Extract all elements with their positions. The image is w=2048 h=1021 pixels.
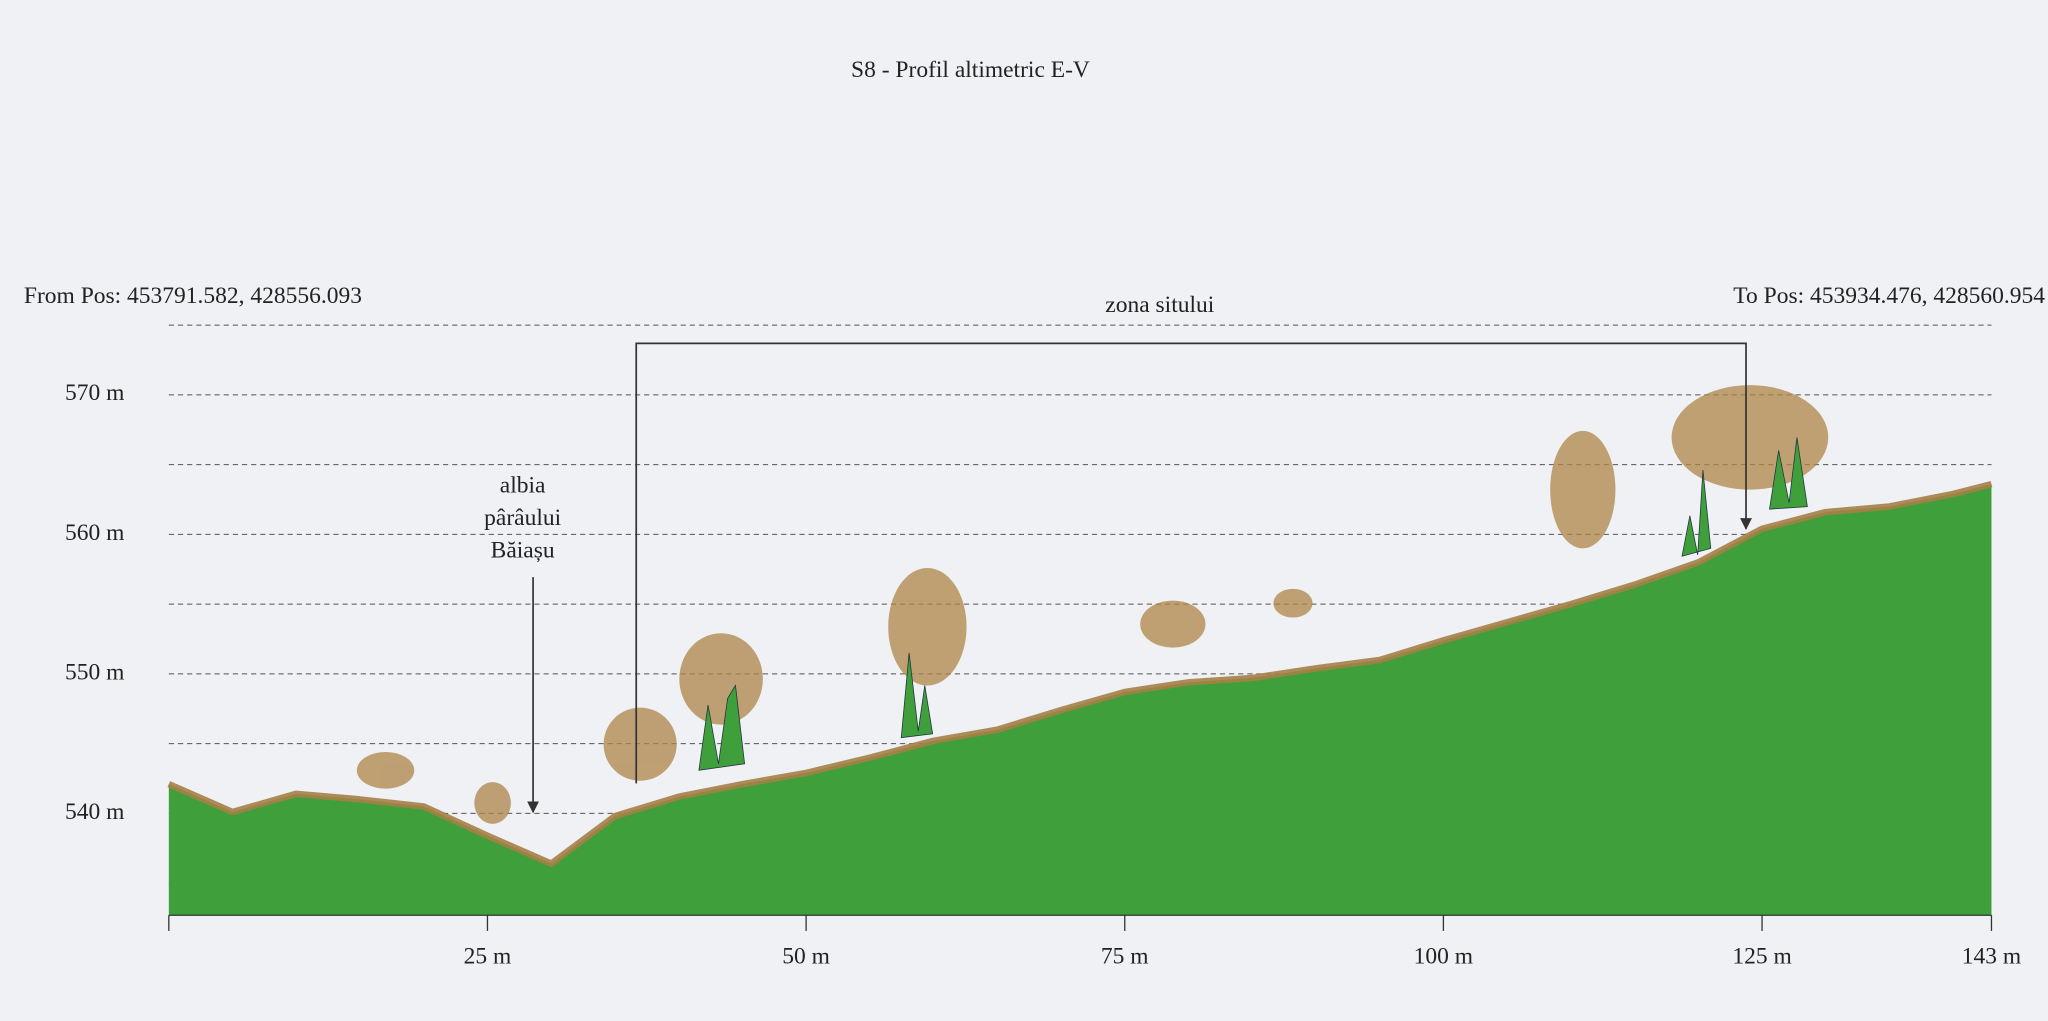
x-tick-label: 143 m xyxy=(1962,944,2021,970)
to-pos: To Pos: 453934.476, 428560.954 xyxy=(1733,283,2045,309)
stream-annotation: albia pârâului Băiașu xyxy=(484,472,562,814)
site-annotation: zona sitului xyxy=(635,292,1752,784)
annotation-text: pârâului xyxy=(484,505,561,531)
tree xyxy=(1550,430,1616,549)
spike xyxy=(698,684,746,771)
annotation-text: Băiașu xyxy=(491,538,555,564)
annotation-bracket xyxy=(635,342,1752,784)
x-tick-label: 75 m xyxy=(1101,944,1149,970)
tree xyxy=(679,633,763,725)
from-pos: From Pos: 453791.582, 428556.093 xyxy=(24,283,362,309)
x-tick-label: 50 m xyxy=(782,944,830,970)
tree xyxy=(888,567,967,686)
vegetation xyxy=(356,385,1829,824)
y-tick-label: 540 m xyxy=(65,799,124,825)
tree xyxy=(474,782,511,824)
annotation-text: albia xyxy=(500,472,546,498)
tree xyxy=(1273,588,1313,618)
plot xyxy=(167,480,1993,916)
spike xyxy=(1769,437,1808,510)
x-tick-label: 125 m xyxy=(1732,944,1791,970)
terrain-area xyxy=(168,484,1992,916)
spike xyxy=(1681,469,1712,557)
spikes xyxy=(698,437,1808,771)
x-tick-label: 100 m xyxy=(1414,944,1473,970)
x-tick-label: 25 m xyxy=(464,944,512,970)
y-tick-label: 570 m xyxy=(65,380,124,406)
surface-line xyxy=(167,480,1993,867)
tree xyxy=(1140,600,1206,648)
y-tick-label: 560 m xyxy=(65,520,124,546)
tree xyxy=(603,707,677,781)
y-tick-label: 550 m xyxy=(65,659,124,685)
annotation-text: zona sitului xyxy=(1105,292,1214,318)
tree xyxy=(1671,385,1829,490)
tree xyxy=(356,752,415,789)
spike xyxy=(900,652,934,739)
chart-title: S8 - Profil altimetric E-V xyxy=(851,57,1090,83)
